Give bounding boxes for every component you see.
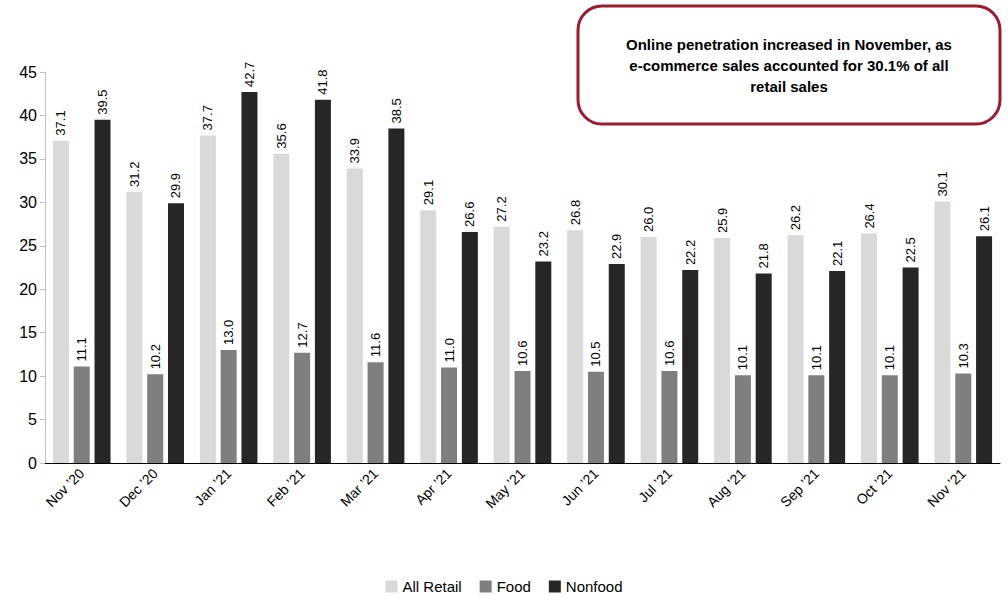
svg-text:25.9: 25.9 bbox=[715, 208, 730, 233]
svg-text:Aug ’21: Aug ’21 bbox=[704, 465, 749, 510]
svg-text:Dec ’20: Dec ’20 bbox=[116, 465, 161, 510]
svg-text:26.6: 26.6 bbox=[462, 202, 477, 227]
svg-text:13.0: 13.0 bbox=[221, 320, 236, 345]
svg-text:22.9: 22.9 bbox=[609, 234, 624, 259]
svg-text:10.6: 10.6 bbox=[515, 341, 530, 366]
svg-text:0: 0 bbox=[28, 455, 37, 472]
svg-text:25: 25 bbox=[19, 237, 37, 254]
svg-text:11.0: 11.0 bbox=[442, 338, 457, 362]
svg-text:e-commerce sales accounted for: e-commerce sales accounted for 30.1% of … bbox=[625, 57, 953, 74]
svg-text:10: 10 bbox=[19, 368, 37, 385]
svg-text:41.8: 41.8 bbox=[315, 69, 330, 94]
svg-text:Feb ’21: Feb ’21 bbox=[263, 465, 307, 509]
svg-text:35.6: 35.6 bbox=[274, 123, 289, 148]
svg-text:Jun ’21: Jun ’21 bbox=[558, 465, 601, 508]
svg-text:10.5: 10.5 bbox=[588, 341, 603, 366]
svg-text:Food: Food bbox=[497, 578, 531, 595]
svg-text:10.6: 10.6 bbox=[662, 341, 677, 366]
svg-text:45: 45 bbox=[19, 64, 37, 81]
svg-text:12.7: 12.7 bbox=[295, 322, 310, 347]
svg-text:22.1: 22.1 bbox=[830, 241, 845, 266]
svg-text:Mar ’21: Mar ’21 bbox=[337, 465, 381, 509]
svg-text:11.1: 11.1 bbox=[74, 337, 89, 361]
svg-text:11.6: 11.6 bbox=[368, 333, 383, 357]
svg-text:Nonfood: Nonfood bbox=[566, 578, 623, 595]
svg-text:5: 5 bbox=[28, 411, 37, 428]
svg-text:Nov ’20: Nov ’20 bbox=[43, 465, 88, 510]
svg-text:29.1: 29.1 bbox=[421, 180, 436, 205]
svg-text:40: 40 bbox=[19, 107, 37, 124]
svg-text:10.1: 10.1 bbox=[882, 345, 897, 370]
svg-text:10.3: 10.3 bbox=[956, 343, 971, 368]
svg-text:26.1: 26.1 bbox=[977, 206, 992, 231]
svg-text:27.2: 27.2 bbox=[494, 196, 509, 221]
svg-text:30: 30 bbox=[19, 194, 37, 211]
svg-text:10.1: 10.1 bbox=[809, 345, 824, 370]
svg-text:10.1: 10.1 bbox=[735, 345, 750, 370]
svg-text:retail sales: retail sales bbox=[750, 78, 828, 95]
svg-text:Online penetration increased i: Online penetration increased in November… bbox=[626, 36, 952, 53]
svg-text:26.2: 26.2 bbox=[788, 205, 803, 230]
svg-text:23.2: 23.2 bbox=[536, 231, 551, 256]
svg-text:26.8: 26.8 bbox=[568, 200, 583, 225]
svg-text:Sep ’21: Sep ’21 bbox=[777, 465, 822, 510]
svg-text:Apr ’21: Apr ’21 bbox=[412, 465, 455, 508]
svg-text:22.5: 22.5 bbox=[903, 237, 918, 262]
svg-text:29.9: 29.9 bbox=[168, 173, 183, 198]
svg-text:37.7: 37.7 bbox=[200, 105, 215, 130]
svg-text:31.2: 31.2 bbox=[127, 162, 142, 187]
svg-text:Oct ’21: Oct ’21 bbox=[853, 465, 896, 508]
svg-text:Jan ’21: Jan ’21 bbox=[191, 465, 234, 508]
svg-text:35: 35 bbox=[19, 150, 37, 167]
svg-text:Nov ’21: Nov ’21 bbox=[924, 465, 969, 510]
svg-text:26.4: 26.4 bbox=[862, 203, 877, 228]
svg-text:33.9: 33.9 bbox=[347, 138, 362, 163]
svg-text:22.2: 22.2 bbox=[683, 240, 698, 265]
svg-text:All Retail: All Retail bbox=[402, 578, 461, 595]
svg-text:39.5: 39.5 bbox=[95, 89, 110, 114]
svg-text:38.5: 38.5 bbox=[389, 98, 404, 123]
svg-text:26.0: 26.0 bbox=[641, 207, 656, 232]
svg-text:15: 15 bbox=[19, 324, 37, 341]
svg-text:37.1: 37.1 bbox=[53, 110, 68, 135]
svg-text:Jul ’21: Jul ’21 bbox=[635, 465, 675, 505]
svg-text:10.2: 10.2 bbox=[148, 344, 163, 369]
svg-text:30.1: 30.1 bbox=[935, 171, 950, 196]
svg-text:21.8: 21.8 bbox=[756, 243, 771, 268]
svg-text:20: 20 bbox=[19, 281, 37, 298]
svg-text:42.7: 42.7 bbox=[242, 62, 257, 87]
svg-text:May ’21: May ’21 bbox=[482, 465, 528, 511]
